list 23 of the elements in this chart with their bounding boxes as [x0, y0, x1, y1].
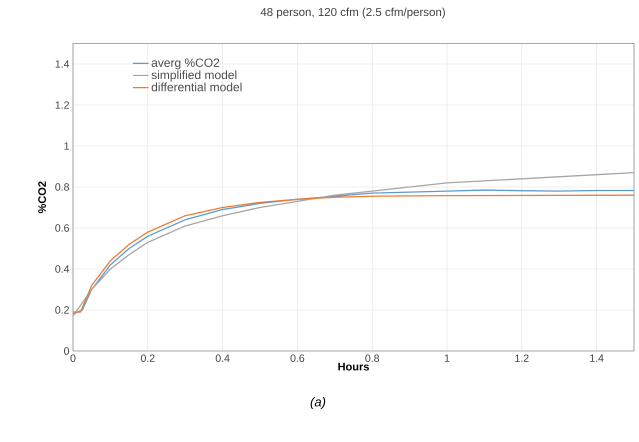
y-tick-label: 0: [64, 347, 70, 355]
y-tick-label: 1.2: [56, 101, 69, 109]
y-axis-title: %CO2: [38, 181, 46, 214]
x-tick-label: 0.2: [140, 354, 155, 362]
y-tick-label: 0.4: [55, 265, 70, 273]
x-tick-label: 0: [70, 354, 76, 362]
legend-label: differential model: [152, 82, 242, 92]
x-tick-label: 0.8: [365, 354, 380, 362]
y-tick-label: 0.2: [55, 306, 69, 314]
y-tick-label: 1.4: [56, 60, 70, 68]
text: (a): [310, 396, 326, 410]
x-tick-label: 1: [444, 354, 450, 362]
y-tick-label: 0.6: [55, 224, 70, 232]
legend-label: averg %CO2: [152, 58, 220, 70]
x-tick-label: 0.6: [290, 354, 304, 362]
x-tick-label: 0.4: [216, 354, 230, 362]
x-tick-label: 1.2: [515, 354, 529, 362]
x-axis-title: Hours: [338, 362, 369, 371]
legend-label: simplified model: [151, 70, 236, 82]
chart-title: 48 person, 120 cfm (2.5 cfm/person): [260, 8, 445, 18]
y-tick-label: 1: [64, 142, 69, 150]
y-tick-label: 0.8: [55, 183, 70, 191]
x-tick-label: 1.4: [590, 354, 604, 362]
